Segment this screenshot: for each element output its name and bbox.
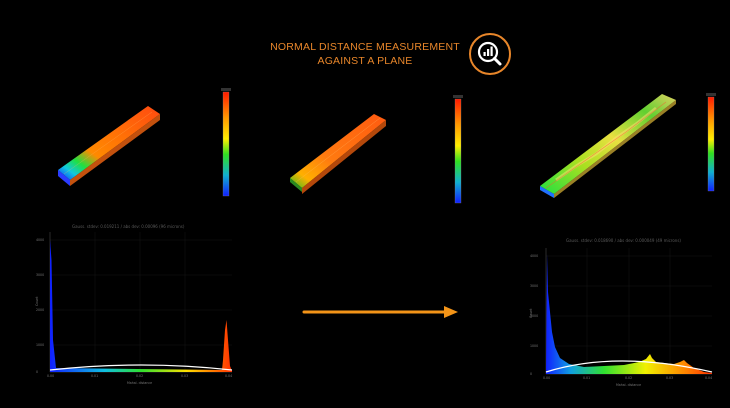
y-tick-label: 0 [530,372,532,376]
title-line-1: NORMAL DISTANCE MEASUREMENT [270,41,460,53]
deviation-histogram-after: Gauss. stdev: 0.018690 / abs dev: 0.0000… [529,238,713,387]
x-tick-label: 0.04 [225,374,232,378]
color-scale-bar-1 [221,88,231,197]
x-tick-label: 0.03 [666,376,673,380]
scan-3d-view-3[interactable] [536,88,682,198]
y-tick-label: 1000 [530,344,538,348]
y-tick-label: 1000 [36,343,44,347]
y-tick-label: 3000 [36,273,44,277]
page-title: NORMAL DISTANCE MEASUREMENT AGAINST A PL… [250,40,480,68]
x-tick-label: 0.01 [583,376,590,380]
y-axis-label: Count [529,308,533,318]
y-tick-label: 3000 [530,284,538,288]
x-tick-label: 0.00 [47,374,54,378]
scan-3d-view-1[interactable] [52,100,167,190]
color-scale-bar-2 [453,95,463,204]
x-tick-label: 0.02 [136,374,143,378]
y-tick-label: 2000 [36,308,44,312]
x-axis-label: Mahal. distance [616,383,641,387]
title-line-2: AGAINST A PLANE [317,55,413,67]
y-tick-label: 0 [36,370,38,374]
x-tick-label: 0.04 [705,376,712,380]
color-scale-bar-3 [706,93,716,192]
x-axis-label: Mahal. distance [127,381,152,385]
histogram-stats-2: Gauss. stdev: 0.018690 / abs dev: 0.0000… [566,238,681,243]
y-axis-label: Count [35,296,39,306]
scan-3d-view-2[interactable] [286,106,396,196]
y-tick-label: 4000 [36,238,44,242]
right-arrow-icon [302,306,458,318]
x-tick-label: 0.00 [543,376,550,380]
y-tick-label: 2000 [530,314,538,318]
histogram-stats-1: Gauss. stdev: 0.019211 / abs dev: 0.0009… [72,224,185,229]
magnifier-bar-chart-icon [469,33,511,75]
y-tick-label: 4000 [530,254,538,258]
x-tick-label: 0.01 [91,374,98,378]
x-tick-label: 0.02 [625,376,632,380]
x-tick-label: 0.03 [181,374,188,378]
deviation-histogram-before: Gauss. stdev: 0.019211 / abs dev: 0.0009… [35,224,232,385]
